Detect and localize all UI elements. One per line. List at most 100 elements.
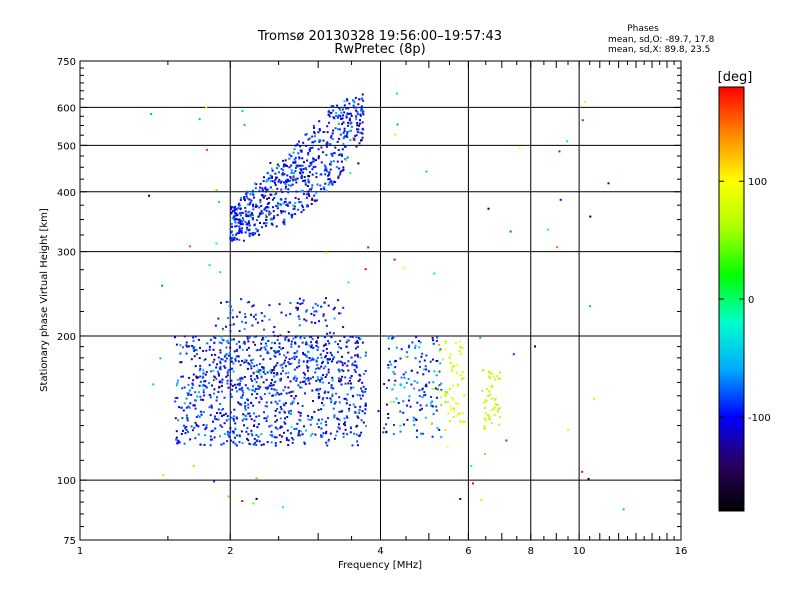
data-point <box>346 99 349 102</box>
data-point <box>309 419 312 421</box>
data-point <box>299 412 302 415</box>
data-point <box>255 381 258 384</box>
data-point <box>245 223 248 226</box>
data-point <box>463 394 466 397</box>
data-point <box>284 200 287 203</box>
data-point <box>459 420 462 423</box>
data-point <box>224 412 227 415</box>
data-point <box>208 345 211 348</box>
data-point <box>297 411 300 414</box>
data-point <box>312 346 315 349</box>
data-point <box>268 201 270 204</box>
data-point <box>332 387 335 390</box>
data-point <box>304 343 307 346</box>
data-point <box>316 423 319 425</box>
data-point <box>288 179 291 182</box>
data-point <box>350 129 353 132</box>
data-point <box>317 408 320 411</box>
data-point <box>202 411 205 413</box>
data-point <box>308 357 311 359</box>
data-point <box>347 107 350 110</box>
data-point <box>264 342 267 345</box>
data-point <box>213 417 216 420</box>
data-point <box>357 341 359 344</box>
data-point <box>242 413 245 416</box>
data-point <box>326 444 329 447</box>
data-point <box>322 151 324 154</box>
data-point <box>243 196 246 199</box>
data-point <box>260 375 263 378</box>
data-point <box>302 299 305 302</box>
data-point <box>487 417 490 420</box>
data-point <box>488 371 491 374</box>
data-point <box>264 335 267 338</box>
data-point <box>257 215 260 218</box>
data-point <box>336 418 339 420</box>
data-point <box>343 336 346 338</box>
data-point <box>247 203 250 206</box>
data-point <box>490 372 493 375</box>
data-point <box>494 398 497 401</box>
data-point <box>347 124 349 127</box>
data-point <box>344 428 347 431</box>
data-point <box>355 366 358 369</box>
data-point <box>288 363 291 365</box>
data-point <box>253 390 256 393</box>
data-point <box>330 134 333 137</box>
data-point <box>386 386 388 389</box>
data-point <box>218 367 221 370</box>
data-point <box>293 368 296 371</box>
colorbar-tick-label: 0 <box>748 295 754 306</box>
data-point <box>299 386 302 389</box>
data-point <box>254 388 257 390</box>
data-point <box>424 365 427 368</box>
data-point <box>306 366 309 369</box>
data-point <box>247 346 250 349</box>
data-point <box>214 324 217 327</box>
data-point <box>186 419 189 422</box>
data-point <box>277 180 280 183</box>
data-point <box>243 239 245 242</box>
data-point <box>350 427 352 430</box>
data-point <box>352 403 355 406</box>
data-point <box>247 340 250 343</box>
data-point <box>335 114 338 117</box>
data-point <box>394 366 397 369</box>
data-point <box>268 392 271 395</box>
data-point <box>265 378 268 381</box>
data-point <box>319 353 322 356</box>
data-point <box>285 365 287 368</box>
data-point <box>210 430 213 433</box>
data-point <box>277 204 280 207</box>
data-point <box>252 304 255 307</box>
data-point <box>210 404 213 407</box>
data-point <box>180 406 183 409</box>
data-point <box>322 315 325 318</box>
data-point <box>288 358 291 361</box>
data-point <box>245 359 248 362</box>
data-point <box>270 424 273 427</box>
x-tick-label: 6 <box>465 546 471 557</box>
data-point <box>297 402 299 405</box>
data-point <box>249 443 252 446</box>
data-point <box>270 382 273 385</box>
data-point <box>349 431 352 434</box>
data-point <box>347 369 350 372</box>
data-point <box>300 177 303 180</box>
data-point <box>283 337 286 340</box>
data-point <box>309 161 312 164</box>
data-point <box>347 382 350 385</box>
data-point <box>231 309 234 312</box>
data-point <box>148 194 151 197</box>
data-point <box>233 350 236 353</box>
data-point <box>414 357 417 360</box>
data-point <box>290 164 293 167</box>
data-point <box>463 420 466 423</box>
data-point <box>231 388 234 391</box>
data-point <box>193 348 196 351</box>
data-point <box>340 111 343 114</box>
data-point <box>339 339 342 342</box>
data-point <box>346 339 349 341</box>
data-point <box>286 203 289 206</box>
data-point <box>327 340 329 342</box>
